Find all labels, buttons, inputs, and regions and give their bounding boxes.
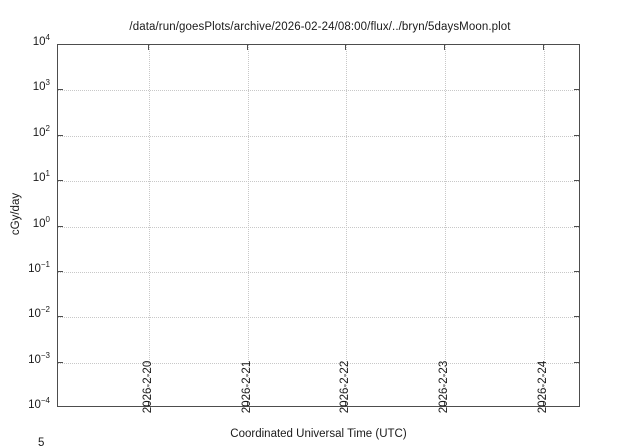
y-axis-tick [57,134,63,136]
x-axis-tick [444,44,446,50]
x-axis-tick [542,44,544,50]
x-axis-title: Coordinated Universal Time (UTC) [230,428,407,440]
y-tick-exponent: −3 [40,350,50,360]
gridline-horizontal [58,362,579,364]
x-axis-tick [148,44,149,50]
x-axis-tick [444,401,446,407]
x-axis-tick-label: 2026-2-22 [339,360,352,414]
gridline-vertical [445,45,447,406]
x-axis-tick [148,401,149,407]
x-axis-tick-label: 2026-2-24 [536,360,549,414]
y-tick-mantissa: 10 [32,172,46,185]
gridline-horizontal [58,271,579,273]
x-axis-tick [345,44,347,50]
y-tick-exponent: 3 [45,78,50,88]
y-axis-tick-label: 102 [0,123,50,139]
y-tick-mantissa: 10 [28,399,41,411]
y-tick-exponent: −1 [40,260,50,270]
gridline-vertical [247,45,249,406]
y-tick-mantissa: 10 [32,126,46,139]
y-axis-tick [57,180,63,182]
y-tick-mantissa: 10 [28,353,41,366]
y-axis-tick-label: 103 [0,78,50,94]
plot-area [57,44,580,407]
y-axis-tick-label: 10−4 [0,396,50,411]
y-tick-exponent: 2 [45,123,50,133]
y-axis-title: cGy/day [10,192,22,236]
y-axis-tick [574,225,580,227]
y-axis-tick [574,180,580,182]
gridline-vertical [149,45,150,406]
y-axis-tick [57,316,63,318]
gridline-horizontal [58,135,579,137]
x-axis-tick [246,44,248,50]
gridline-horizontal [58,226,579,228]
gridline-horizontal [58,317,579,319]
y-axis-tick-label: 10−1 [0,260,50,275]
y-axis-tick-label: 10−2 [0,305,50,321]
y-axis-tick [57,361,63,363]
x-axis-tick-label: 2026-2-21 [240,360,253,414]
y-axis-tick [57,270,63,272]
y-axis-tick [574,316,580,318]
y-tick-mantissa: 10 [28,262,41,275]
y-axis-tick [57,225,63,227]
gridline-horizontal [58,90,579,92]
x-axis-tick [345,401,347,407]
y-axis-tick-label: 10−3 [0,350,50,366]
y-tick-exponent: 4 [45,33,50,43]
y-tick-mantissa: 10 [32,217,46,230]
y-tick-exponent: −4 [40,396,50,406]
y-axis-tick [574,89,580,91]
chart-title: /data/run/goesPlots/archive/2026-02-24/0… [129,21,511,33]
y-axis-tick [574,361,580,363]
gridline-vertical [543,45,545,406]
y-tick-exponent: 0 [45,214,50,224]
x-axis-tick-label: 2026-2-23 [438,360,451,414]
y-axis-tick-label: 101 [0,169,50,185]
x-axis-tick-label: 2026-2-20 [142,360,154,414]
y-axis-tick [574,270,580,272]
y-tick-mantissa: 10 [32,81,46,94]
y-tick-exponent: −2 [40,305,50,315]
y-axis-tick-label: 100 [0,214,50,230]
gridline-vertical [346,45,348,406]
gridline-horizontal [58,181,579,183]
y-axis-tick-label: 104 [0,33,50,48]
clipped-bottom-text: 5 [38,437,45,448]
y-tick-mantissa: 10 [28,308,41,321]
x-axis-tick [246,401,248,407]
y-tick-exponent: 1 [45,169,50,179]
y-axis-tick [574,134,580,136]
y-tick-mantissa: 10 [32,36,46,48]
x-axis-tick [542,401,544,407]
y-axis-tick [57,89,63,91]
